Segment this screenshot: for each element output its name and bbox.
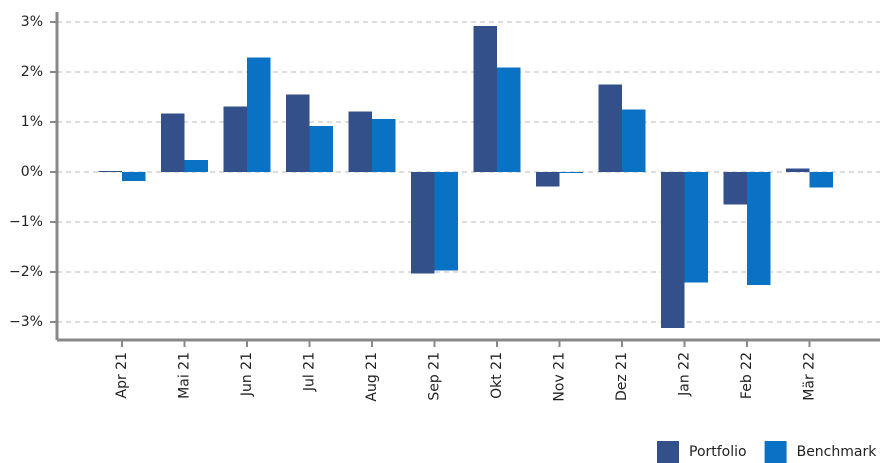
y-tick-label: 3% xyxy=(21,14,43,30)
bar xyxy=(536,172,560,187)
x-tick-label: Sep 21 xyxy=(427,352,443,401)
bar xyxy=(348,111,372,172)
bar xyxy=(622,109,646,172)
bar xyxy=(473,26,497,172)
x-tick-label: Nov 21 xyxy=(552,352,568,402)
x-tick-label: Aug 21 xyxy=(364,352,380,402)
x-tick-label: Jul 21 xyxy=(302,352,318,392)
legend-label: Portfolio xyxy=(689,444,747,460)
y-tick-label: −1% xyxy=(9,214,43,230)
bar xyxy=(122,172,146,181)
bar xyxy=(747,172,771,285)
bar xyxy=(372,119,396,172)
x-tick-label: Okt 21 xyxy=(489,352,505,399)
bar xyxy=(161,113,185,172)
bar xyxy=(411,172,435,274)
x-tick-label: Feb 22 xyxy=(739,352,755,399)
bar xyxy=(598,84,622,172)
bar xyxy=(684,172,708,283)
bar xyxy=(786,168,810,172)
y-tick-label: −3% xyxy=(9,314,43,330)
x-tick-label: Jan 22 xyxy=(677,352,693,397)
x-tick-label: Apr 21 xyxy=(114,352,130,398)
bar xyxy=(809,172,833,188)
legend-swatch xyxy=(657,441,679,463)
y-tick-label: 1% xyxy=(21,114,43,130)
bar xyxy=(309,126,333,172)
bar xyxy=(434,172,458,271)
bar xyxy=(223,106,247,172)
y-tick-label: 0% xyxy=(21,164,43,180)
bar xyxy=(98,171,122,172)
x-tick-label: Mär 22 xyxy=(802,352,818,401)
bar xyxy=(497,67,521,172)
x-tick-label: Mai 21 xyxy=(177,352,193,399)
bar xyxy=(286,94,310,172)
bar xyxy=(661,172,685,328)
x-tick-label: Jun 21 xyxy=(239,352,255,397)
y-tick-label: −2% xyxy=(9,264,43,280)
y-tick-label: 2% xyxy=(21,64,43,80)
legend-swatch xyxy=(764,441,787,463)
bar xyxy=(184,160,208,172)
bar xyxy=(723,172,747,205)
bar xyxy=(559,172,583,173)
x-tick-label: Dez 21 xyxy=(614,352,630,401)
legend-label: Benchmark xyxy=(797,444,878,460)
bar xyxy=(247,57,271,172)
